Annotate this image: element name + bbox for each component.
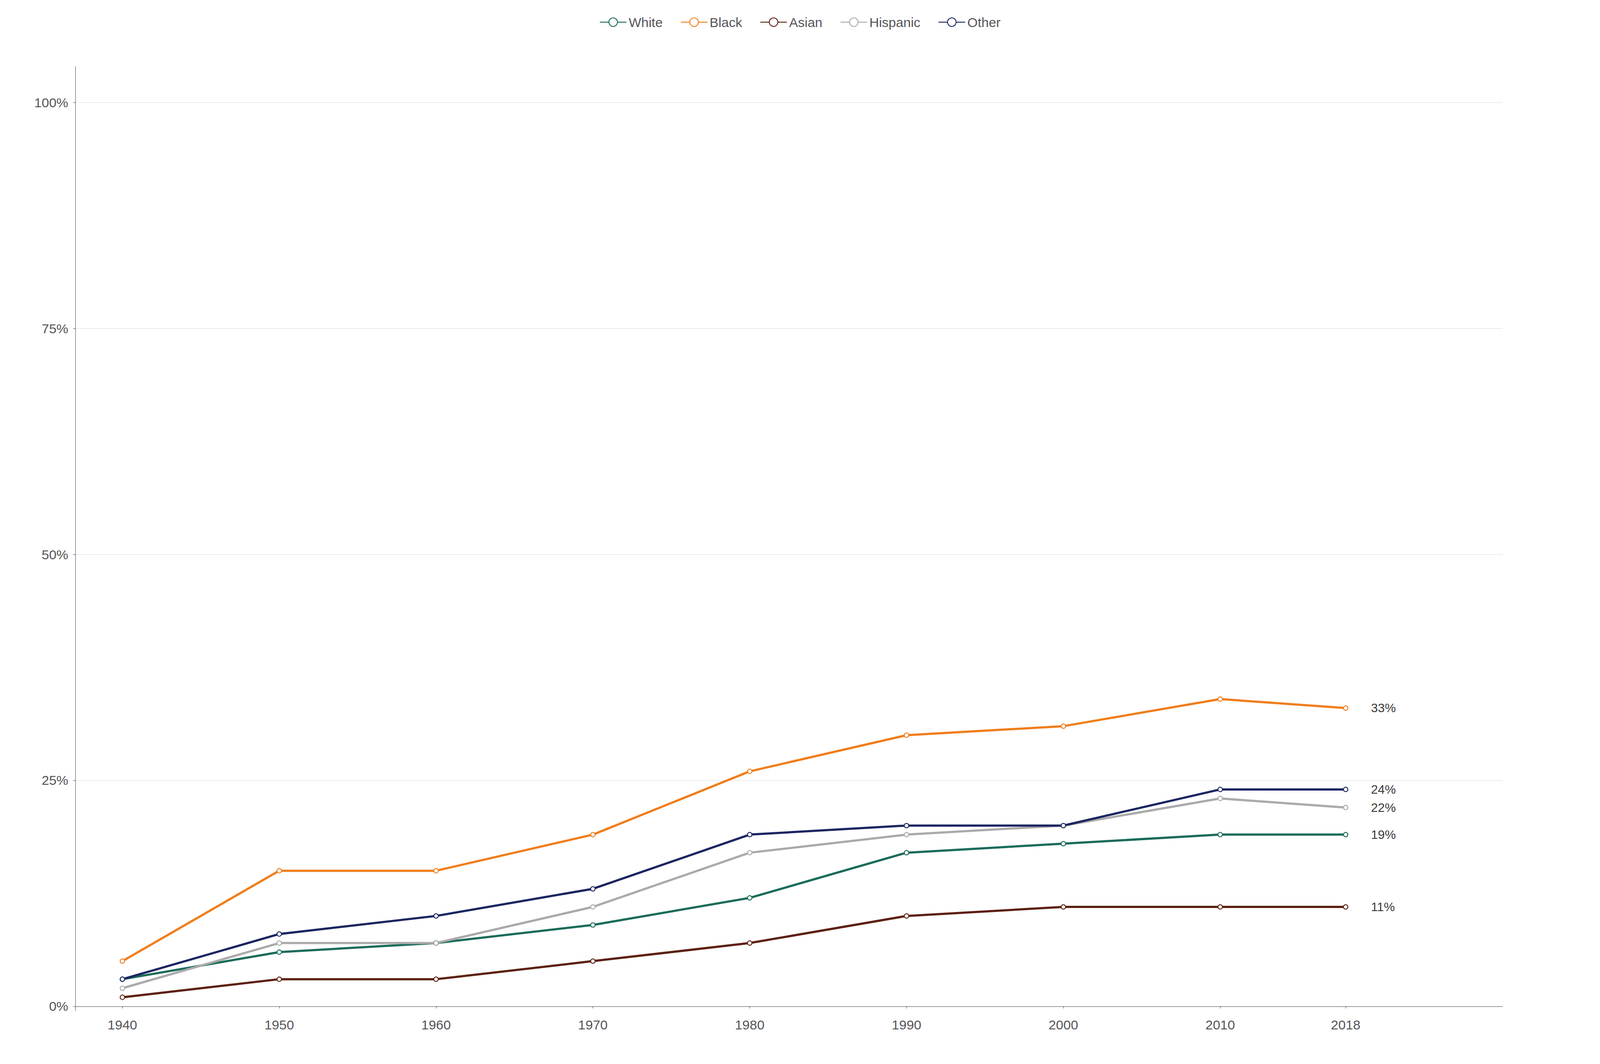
- svg-text:33%: 33%: [1370, 701, 1396, 715]
- svg-text:25%: 25%: [41, 772, 69, 788]
- svg-text:75%: 75%: [41, 321, 69, 336]
- svg-text:0%: 0%: [49, 999, 69, 1014]
- svg-text:100%: 100%: [34, 95, 69, 110]
- svg-text:1990: 1990: [891, 1017, 922, 1033]
- svg-text:1980: 1980: [734, 1017, 765, 1033]
- svg-text:Other: Other: [967, 15, 1001, 30]
- svg-text:11%: 11%: [1370, 900, 1395, 914]
- svg-text:White: White: [628, 15, 663, 30]
- svg-text:Asian: Asian: [788, 15, 823, 30]
- svg-text:19%: 19%: [1370, 827, 1396, 842]
- svg-text:1960: 1960: [421, 1017, 451, 1033]
- svg-text:1940: 1940: [107, 1017, 138, 1033]
- svg-text:50%: 50%: [41, 547, 69, 562]
- svg-text:2010: 2010: [1205, 1017, 1236, 1033]
- svg-text:24%: 24%: [1370, 782, 1396, 797]
- svg-text:1950: 1950: [264, 1017, 295, 1033]
- svg-text:Black: Black: [709, 15, 743, 30]
- svg-text:Hispanic: Hispanic: [869, 15, 921, 30]
- svg-text:22%: 22%: [1370, 800, 1396, 815]
- svg-text:2018: 2018: [1330, 1017, 1361, 1033]
- svg-text:1970: 1970: [577, 1017, 608, 1033]
- svg-text:2000: 2000: [1048, 1017, 1079, 1033]
